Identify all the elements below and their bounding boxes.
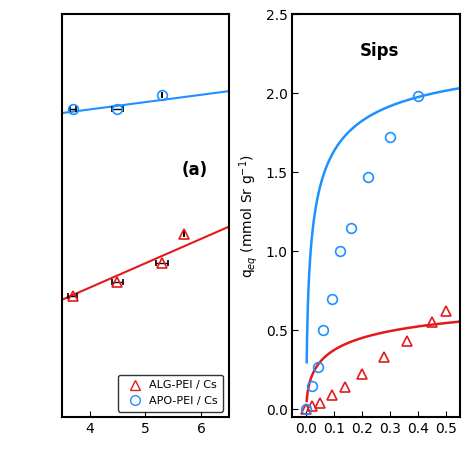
- Text: Sips: Sips: [360, 43, 399, 60]
- Text: (a): (a): [182, 161, 208, 179]
- Y-axis label: q$_{eq}$ (mmol Sr g$^{-1}$): q$_{eq}$ (mmol Sr g$^{-1}$): [237, 154, 260, 278]
- Legend: ALG-PEI / Cs, APO-PEI / Cs: ALG-PEI / Cs, APO-PEI / Cs: [118, 375, 223, 411]
